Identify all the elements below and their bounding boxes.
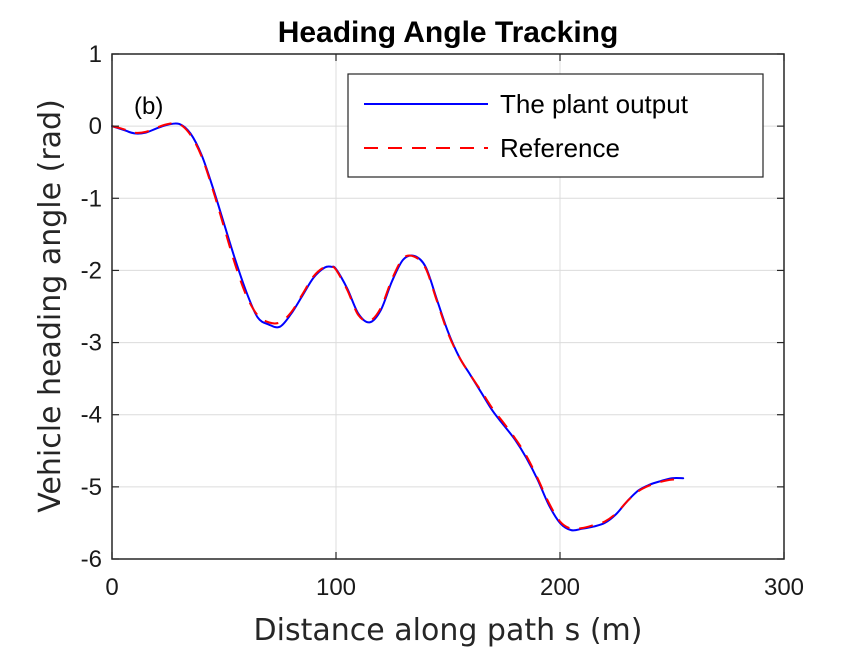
x-tick-label: 100: [316, 574, 356, 601]
y-tick-label: 1: [89, 41, 102, 68]
y-tick-label: -6: [81, 546, 102, 573]
chart-title: Heading Angle Tracking: [278, 16, 619, 49]
y-tick-label: -5: [81, 474, 102, 501]
y-tick-label: -2: [81, 257, 102, 284]
y-tick-label: -4: [81, 402, 102, 429]
plot-frame: [111, 53, 785, 560]
reference-line: [111, 122, 684, 531]
series-layer: [111, 122, 685, 532]
y-tick-label: 0: [89, 113, 102, 140]
y-axis-label: Vehicle heading angle (rad): [33, 99, 68, 513]
x-tick-label: 300: [764, 574, 804, 601]
panel-label: (b): [134, 93, 163, 120]
legend-box: [347, 73, 764, 178]
axis-ticks: 0 100 200 300 1 0 -1 -2 -3 -4 -5 -6: [81, 41, 804, 601]
legend: The plant output Reference: [347, 73, 764, 178]
x-axis-label: Distance along path s (m): [254, 613, 643, 648]
y-tick-label: -3: [81, 330, 102, 357]
y-tick-label: -1: [81, 185, 102, 212]
legend-label-reference: Reference: [500, 133, 620, 163]
legend-label-plant: The plant output: [500, 89, 689, 119]
x-tick-label: 200: [540, 574, 580, 601]
x-tick-label: 0: [105, 574, 118, 601]
